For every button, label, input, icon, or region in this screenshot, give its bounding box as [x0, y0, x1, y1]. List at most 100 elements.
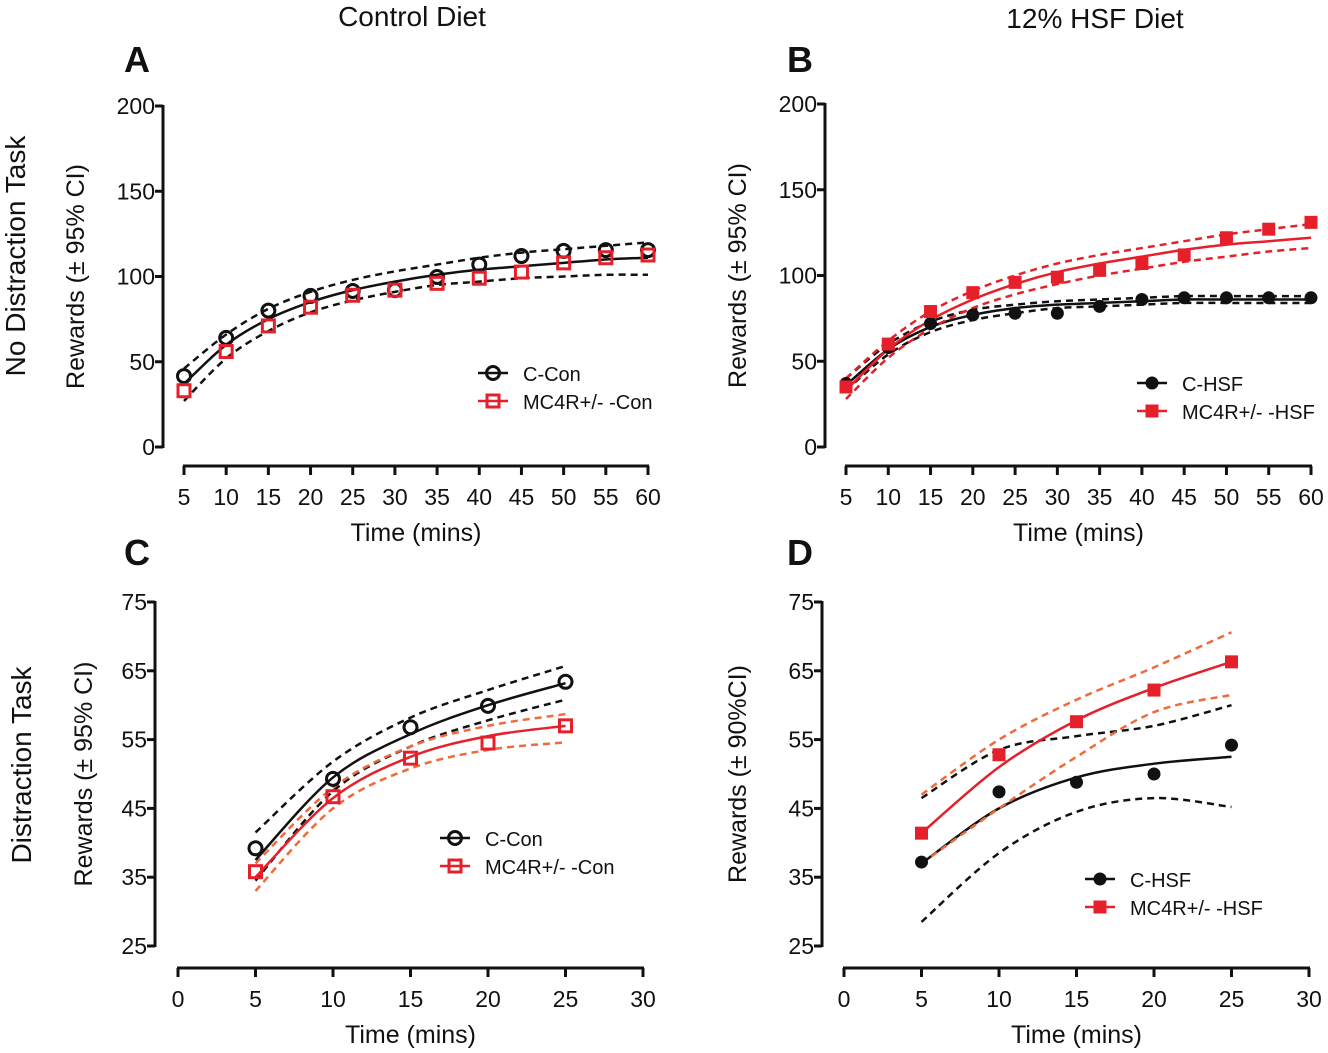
y-tick-label: 75: [788, 589, 814, 615]
x-tick-label: 30: [1045, 484, 1071, 510]
data-point: [1304, 291, 1318, 305]
y-tick-label: 200: [779, 91, 817, 117]
data-point: [1225, 738, 1238, 752]
y-axis-label: Rewards (± 90%CI): [724, 665, 752, 883]
panel-letter: C: [124, 532, 150, 573]
y-tick-label: 100: [779, 263, 817, 289]
x-tick-label: 25: [1002, 484, 1028, 510]
y-tick-label: 0: [804, 434, 817, 460]
x-tick-label: 20: [1141, 986, 1167, 1012]
data-point: [1093, 263, 1107, 277]
y-tick-label: 200: [117, 93, 155, 119]
x-tick-label: 10: [213, 484, 239, 510]
x-tick-label: 25: [553, 986, 579, 1012]
data-point: [218, 329, 235, 346]
data-point: [260, 302, 277, 319]
data-point: [1262, 291, 1276, 305]
data-point: [176, 383, 192, 399]
ci-upper-line: [183, 241, 649, 370]
data-point: [1219, 291, 1233, 305]
data-point: [247, 840, 264, 857]
series-0: [247, 673, 574, 857]
data-point: [471, 270, 487, 286]
series-0: [176, 242, 656, 385]
y-tick-label: 50: [129, 349, 155, 375]
x-tick-label: 55: [1256, 484, 1282, 510]
data-point: [471, 256, 488, 273]
data-point: [325, 770, 341, 787]
legend-marker: [1145, 376, 1159, 390]
fit-line: [920, 755, 1232, 865]
data-point: [303, 299, 319, 315]
data-point: [387, 282, 403, 298]
data-point: [1008, 275, 1022, 289]
x-tick-label: 20: [960, 484, 986, 510]
data-point: [1177, 248, 1191, 262]
y-tick-label: 65: [121, 658, 147, 684]
y-tick-label: 25: [121, 933, 147, 959]
x-tick-label: 60: [635, 484, 661, 510]
panel-d: D 25 35 45 55 65 75 0 5 10 15 20 25 30 Time (mins) Rewa…: [724, 532, 1322, 1049]
column-title-hsf: 12% HSF Diet: [1006, 3, 1184, 34]
data-point: [1262, 222, 1276, 236]
x-axis-label: Time (mins): [1011, 1021, 1142, 1048]
x-tick-label: 40: [466, 484, 492, 510]
series-0: [915, 738, 1238, 869]
row-title-no-distraction: No Distraction Task: [0, 135, 31, 377]
data-point: [915, 826, 928, 840]
data-point: [480, 697, 496, 714]
legend-label: MC4R+/- -Con: [523, 392, 652, 414]
y-tick-label: 150: [779, 177, 817, 203]
y-tick-label: 35: [121, 864, 147, 890]
y-tick-label: 0: [142, 434, 155, 460]
x-axis-label: Time (mins): [345, 1021, 476, 1048]
x-tick-label: 0: [838, 986, 851, 1012]
x-axis-label: Time (mins): [350, 519, 481, 547]
x-tick-label: 40: [1129, 484, 1155, 510]
x-tick-label: 15: [256, 484, 282, 510]
data-point: [325, 789, 341, 805]
legend-marker: [485, 365, 501, 381]
row-title-distraction: Distraction Task: [6, 665, 37, 863]
y-tick-label: 55: [121, 727, 147, 753]
data-point: [1219, 231, 1233, 245]
data-point: [345, 287, 361, 303]
data-point: [881, 337, 895, 351]
x-tick-label: 25: [1219, 986, 1245, 1012]
panel-c: C 25 35 45 55 65 75 0 5 10 15 20 25 30 Time (mins) Rewa…: [70, 532, 656, 1049]
series-1: [248, 718, 573, 880]
data-point: [402, 719, 419, 736]
data-point: [260, 318, 276, 334]
x-tick-label: 50: [1214, 484, 1240, 510]
data-point: [1093, 299, 1107, 313]
legend-marker: [447, 830, 463, 846]
data-point: [1225, 655, 1238, 669]
x-tick-label: 10: [875, 484, 901, 510]
data-point: [839, 380, 853, 394]
data-point: [218, 344, 234, 360]
y-axis-label: Rewards (± 95% CI): [62, 164, 90, 389]
x-tick-label: 35: [424, 484, 450, 510]
x-tick-label: 10: [320, 986, 346, 1012]
x-tick-label: 20: [475, 986, 501, 1012]
legend-label: C-Con: [485, 829, 543, 851]
data-point: [924, 317, 938, 331]
ci-lower-line: [254, 741, 566, 892]
y-tick-label: 65: [788, 658, 814, 684]
x-tick-label: 5: [915, 986, 928, 1012]
x-tick-label: 60: [1298, 484, 1324, 510]
ci-upper-line: [845, 222, 1312, 380]
fit-line: [845, 298, 1311, 387]
data-point: [1008, 306, 1022, 320]
data-point: [640, 247, 656, 263]
y-tick-label: 75: [121, 589, 147, 615]
legend-label: C-HSF: [1130, 870, 1191, 892]
x-tick-label: 45: [1171, 484, 1197, 510]
x-tick-label: 45: [509, 484, 535, 510]
series-1: [176, 247, 656, 399]
data-point: [1135, 256, 1149, 270]
data-point: [1050, 270, 1064, 284]
y-tick-label: 150: [117, 178, 155, 204]
x-tick-label: 25: [340, 484, 366, 510]
